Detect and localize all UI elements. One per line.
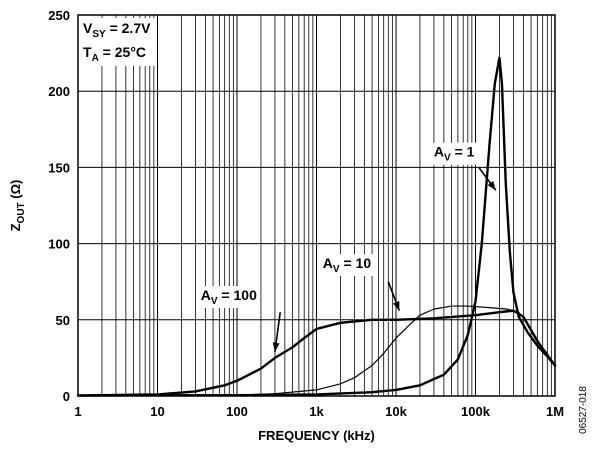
y-tick-label: 200 (48, 84, 70, 99)
plot-frame (77, 14, 556, 397)
annotation-label-bg (320, 253, 374, 276)
x-tick-label: 1M (546, 404, 564, 419)
series-annotation-label: AV = 1 (434, 144, 475, 164)
y-tick-label: 150 (48, 160, 70, 175)
grid (77, 14, 555, 397)
x-tick-label: 1 (74, 404, 81, 419)
condition-supply-voltage: VSY = 2.7V (83, 20, 151, 40)
series-line (76, 309, 557, 397)
x-tick-label: 10k (385, 404, 407, 419)
annotation-label-bg (198, 285, 260, 308)
conditions-box (80, 18, 156, 66)
annotation-arrowhead (392, 300, 400, 311)
figure-code: 06527-018 (578, 386, 589, 434)
y-tick-label: 250 (48, 8, 70, 23)
annotation-arrowhead (272, 342, 280, 352)
x-tick-label: 100k (461, 404, 491, 419)
annotation-arrowhead (487, 180, 496, 191)
series-layer (76, 56, 557, 397)
x-axis-label: FREQUENCY (kHz) (258, 428, 375, 443)
y-tick-label: 0 (63, 389, 70, 404)
x-tick-label: 100 (226, 404, 248, 419)
series-line (76, 56, 557, 397)
x-tick-labels: 1 10 100 1k 10k 100k 1M (74, 404, 564, 419)
y-tick-label: 100 (48, 237, 70, 252)
series-annotation-label: AV = 10 (323, 255, 372, 275)
series-annotation-label: AV = 100 (201, 287, 257, 307)
x-tick-label: 1k (309, 404, 324, 419)
x-tick-label: 10 (150, 404, 164, 419)
y-tick-label: 50 (56, 313, 70, 328)
y-tick-labels: 0 50 100 150 200 250 (48, 8, 70, 404)
annotation-label-bg (431, 142, 477, 165)
condition-temperature: TA = 25°C (83, 44, 146, 64)
annotation-layer: AV = 1 AV = 10 AV = 100 (198, 142, 497, 352)
y-axis-label: ZOUT (Ω) (8, 180, 27, 232)
